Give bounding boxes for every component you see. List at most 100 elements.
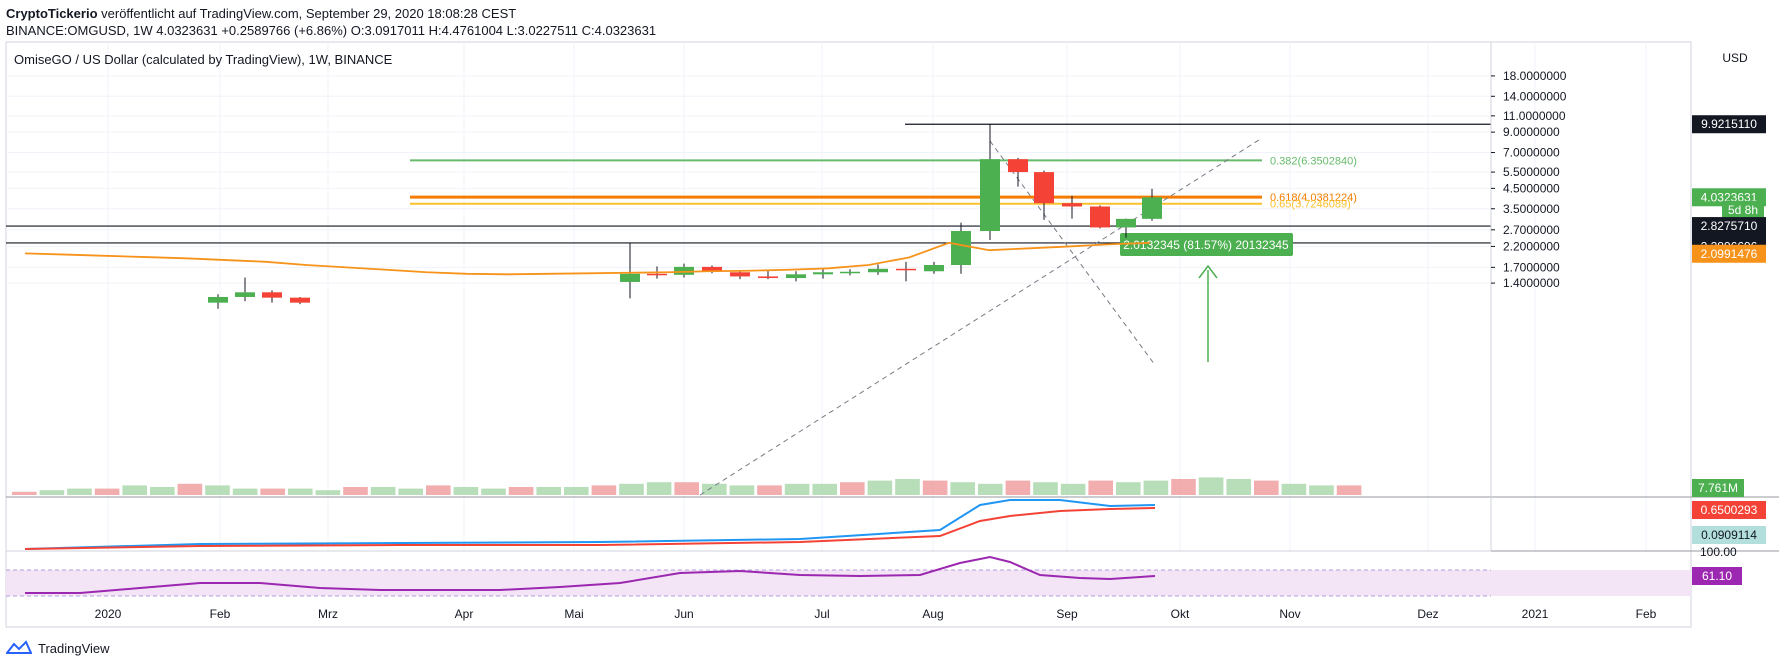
price-label-bg (1692, 244, 1766, 263)
measure-label-bg (1120, 233, 1293, 256)
volume-bar (1005, 480, 1031, 495)
rsi-label-bg (1692, 567, 1742, 585)
volume-bar (232, 488, 258, 495)
ohlc-low: L:3.0227511 (506, 23, 578, 38)
x-tick-label: Apr (455, 607, 474, 621)
x-tick-label: Feb (210, 607, 231, 621)
volume-bar (453, 487, 479, 495)
candle-body (208, 296, 228, 303)
footer-brand[interactable]: TradingView (38, 640, 110, 656)
drawings[interactable]: 0.382(6.3502840) 0.618(4.0381224)0.65(3.7… (6, 123, 1491, 496)
x-tick-label: Okt (1171, 607, 1190, 621)
volume-bar (398, 488, 423, 495)
candle-body (235, 292, 255, 297)
y-tick-label: 7.0000000 (1503, 146, 1560, 160)
price-axis[interactable]: 18.0000000 14.0000000 11.0000000 9.0000000 7… (6, 42, 1766, 585)
price-label: 2.0991476 (1701, 247, 1758, 261)
signal-line (24, 507, 1156, 550)
candle-body (1090, 206, 1110, 228)
fib-level-label: 0.382(6.3502840) (1270, 155, 1357, 167)
candles[interactable] (208, 124, 1162, 309)
footer: TradingView (6, 640, 110, 656)
volume-bar (757, 485, 782, 495)
x-tick-label: Jul (814, 607, 829, 621)
y-tick-label: 2.2000000 (1503, 239, 1560, 253)
macd-label: 0.0909114 (1701, 528, 1757, 542)
x-tick-label: Mai (564, 607, 583, 621)
price-label-bg (1692, 115, 1766, 134)
y-tick-label: 9.0000000 (1503, 125, 1560, 139)
measure-label: 2.0132345 (81.57%) 20132345 (1123, 238, 1289, 252)
volume-bar (536, 487, 561, 495)
x-tick-label: Sep (1056, 607, 1078, 621)
tradingview-logo-icon (6, 640, 32, 654)
volume-bar (840, 482, 865, 495)
ohlc-open: O:3.0917011 (350, 23, 425, 38)
y-tick-label: 5.5000000 (1503, 165, 1560, 179)
x-tick-label: 2021 (1522, 607, 1549, 621)
volume-bar (564, 487, 589, 495)
x-tick-label: Mrz (318, 607, 338, 621)
volume-label: 7.761M (1698, 481, 1738, 495)
macd-label-bg (1692, 526, 1766, 544)
candle-body (951, 231, 971, 265)
candle-body (786, 274, 806, 279)
time-axis[interactable]: 2020 Feb Mrz Apr Mai Jun Jul Aug Sep Okt Nov Dez 202… (95, 607, 1657, 621)
candle-body (702, 266, 722, 272)
candle-body (1116, 218, 1136, 228)
candle-body (1062, 203, 1082, 207)
y-tick-label: 18.0000000 (1503, 69, 1567, 83)
volume-bar (1336, 485, 1362, 495)
last-price: 4.0323631 (156, 23, 218, 38)
volume-bar (205, 485, 230, 495)
rsi-line (25, 555, 1156, 594)
candle-body (730, 272, 750, 277)
volume-bar (343, 487, 368, 495)
y-tick-label: 1.7000000 (1503, 260, 1560, 274)
volume-bar (1254, 480, 1279, 495)
candle-body (1034, 172, 1054, 204)
price-change: +0.2589766 (+6.86%) (221, 23, 348, 38)
volume-bar (426, 485, 451, 495)
volume-bar (370, 487, 396, 495)
publish-line: CryptoTickerio veröffentlicht auf Tradin… (6, 5, 656, 22)
fib-level-label: 0.65(3.7246089) (1270, 199, 1351, 211)
y-tick-label: 2.7000000 (1503, 223, 1560, 237)
volume-bar (784, 483, 810, 495)
ohlc-close: C:4.0323631 (581, 23, 657, 38)
volume-bar (867, 480, 893, 495)
rsi-upper-label: 100.00 (1700, 545, 1737, 559)
volume-bar (1171, 479, 1196, 495)
volume-bar (508, 487, 534, 495)
y-tick-label: 4.5000000 (1503, 181, 1560, 195)
currency-label: USD (1722, 51, 1748, 65)
volume-bar (674, 482, 699, 495)
candle-body (674, 266, 694, 275)
publisher-name[interactable]: CryptoTickerio (6, 6, 98, 21)
volume-bar (646, 482, 672, 495)
volume-bar (39, 490, 65, 495)
volume-bar (978, 483, 1003, 495)
x-tick-label: Aug (922, 607, 943, 621)
volume-bar (895, 479, 920, 495)
candle-body (1142, 197, 1162, 219)
volume-bar (1088, 480, 1113, 495)
chart-title: OmiseGO / US Dollar (calculated by Tradi… (14, 52, 393, 67)
volume-bar (729, 485, 755, 495)
volume-bar (315, 490, 341, 495)
quote-line: BINANCE:OMGUSD, 1W 4.0323631 +0.2589766 … (6, 22, 656, 39)
rsi-label: 61.10 (1702, 569, 1732, 583)
volume-bar (1309, 485, 1334, 495)
price-label: 4.0323631 (1701, 190, 1758, 204)
volume-bar (67, 488, 92, 495)
price-label: 9.9215110 (1701, 117, 1757, 131)
x-tick-label: Dez (1417, 607, 1438, 621)
x-tick-label: Nov (1279, 607, 1300, 621)
price-label-bg (1722, 200, 1764, 219)
volume-bar (481, 488, 506, 495)
rsi-pane (6, 555, 1691, 597)
candle-body (290, 297, 310, 303)
price-label: 2.8275710 (1701, 219, 1758, 233)
published-text: veröffentlicht auf TradingView.com, Sept… (101, 6, 517, 21)
